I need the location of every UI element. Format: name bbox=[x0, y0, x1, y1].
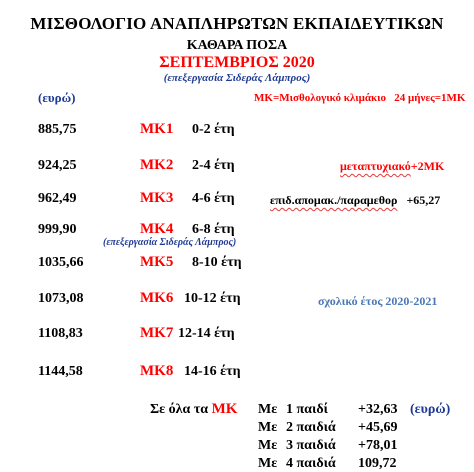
children-line-3-prefix: Με bbox=[258, 438, 278, 453]
children-intro-mk: ΜΚ bbox=[211, 401, 238, 417]
author-credit-secondary: (επεξεργασία Σιδεράς Λάμπρος) bbox=[103, 237, 237, 248]
years-range-4: 6-8 έτη bbox=[192, 222, 235, 237]
salary-amount-mk5: 1035,66 bbox=[38, 255, 84, 270]
remote-area-note: επιδ.απομακ./παραμεθορ +65,27 bbox=[270, 193, 440, 208]
postgrad-note: μεταπτυχιακό+2ΜΚ bbox=[340, 159, 444, 174]
school-year-note: σχολικό έτος 2020-2021 bbox=[318, 294, 438, 308]
children-currency-unit: (ευρώ) bbox=[410, 402, 451, 417]
mk-label-4: ΜΚ4 bbox=[140, 221, 174, 237]
page-title: ΜΙΣΘΟΛΟΓΙΟ ΑΝΑΠΛΗΡΩΤΩΝ ΕΚΠΑΙΔΕΥΤΙΚΩΝ bbox=[30, 14, 444, 33]
children-line-1-label: 1 παιδί bbox=[286, 402, 328, 417]
mk-label-8: ΜΚ8 bbox=[140, 363, 174, 379]
mk-label-1: ΜΚ1 bbox=[140, 121, 174, 137]
postgrad-bonus: +2ΜΚ bbox=[410, 159, 445, 173]
children-line-2-value: +45,69 bbox=[358, 420, 398, 435]
children-line-4-prefix: Με bbox=[258, 456, 278, 471]
years-range-1: 0-2 έτη bbox=[192, 122, 235, 137]
years-range-6: 10-12 έτη bbox=[184, 291, 241, 306]
salary-amount-mk4: 999,90 bbox=[38, 222, 77, 237]
mk-label-7: ΜΚ7 bbox=[140, 325, 174, 341]
years-range-3: 4-6 έτη bbox=[192, 191, 235, 206]
remote-area-bonus: +65,27 bbox=[406, 193, 441, 207]
mk-legend-months: 24 μήνες=1ΜΚ bbox=[394, 92, 466, 104]
month-label: ΣΕΠΤΕΜΒΡΙΟΣ 2020 bbox=[159, 54, 315, 71]
salary-amount-mk7: 1108,83 bbox=[38, 326, 83, 341]
children-line-2-label: 2 παιδιά bbox=[286, 420, 336, 435]
years-range-2: 2-4 έτη bbox=[192, 158, 235, 173]
mk-legend-definition: ΜΚ=Μισθολογικό κλιμάκιο bbox=[254, 92, 387, 104]
salary-amount-mk3: 962,49 bbox=[38, 191, 77, 206]
children-line-2-prefix: Με bbox=[258, 420, 278, 435]
mk-label-5: ΜΚ5 bbox=[140, 254, 174, 270]
mk-label-6: ΜΚ6 bbox=[140, 290, 174, 306]
children-line-3-label: 3 παιδιά bbox=[286, 438, 336, 453]
salary-amount-mk2: 924,25 bbox=[38, 158, 77, 173]
mk-label-2: ΜΚ2 bbox=[140, 157, 174, 173]
currency-unit: (ευρώ) bbox=[38, 90, 76, 105]
salary-amount-mk1: 885,75 bbox=[38, 122, 77, 137]
remote-area-label: επιδ.απομακ./παραμεθορ bbox=[270, 193, 398, 207]
children-line-1-value: +32,63 bbox=[358, 402, 398, 417]
years-range-7: 12-14 έτη bbox=[178, 326, 235, 341]
years-range-8: 14-16 έτη bbox=[184, 364, 241, 379]
children-intro-text: Σε όλα τα bbox=[150, 402, 209, 417]
salary-amount-mk8: 1144,58 bbox=[38, 364, 83, 379]
years-range-5: 8-10 έτη bbox=[192, 255, 242, 270]
children-line-4-value: 109,72 bbox=[358, 456, 397, 471]
mk-label-3: ΜΚ3 bbox=[140, 190, 174, 206]
salary-amount-mk6: 1073,08 bbox=[38, 291, 84, 306]
author-credit: (επεξεργασία Σιδεράς Λάμπρος) bbox=[163, 72, 311, 84]
children-allowance-intro: Σε όλα τα ΜΚ bbox=[150, 401, 237, 418]
mk-legend: ΜΚ=Μισθολογικό κλιμάκιο 24 μήνες=1ΜΚ bbox=[254, 92, 466, 104]
children-line-3-value: +78,01 bbox=[358, 438, 398, 453]
postgrad-label: μεταπτυχιακό bbox=[340, 159, 411, 173]
children-line-4-label: 4 παιδιά bbox=[286, 456, 336, 471]
children-line-1-prefix: Με bbox=[258, 402, 278, 417]
page-subtitle: ΚΑΘΑΡΑ ΠΟΣΑ bbox=[186, 38, 288, 53]
